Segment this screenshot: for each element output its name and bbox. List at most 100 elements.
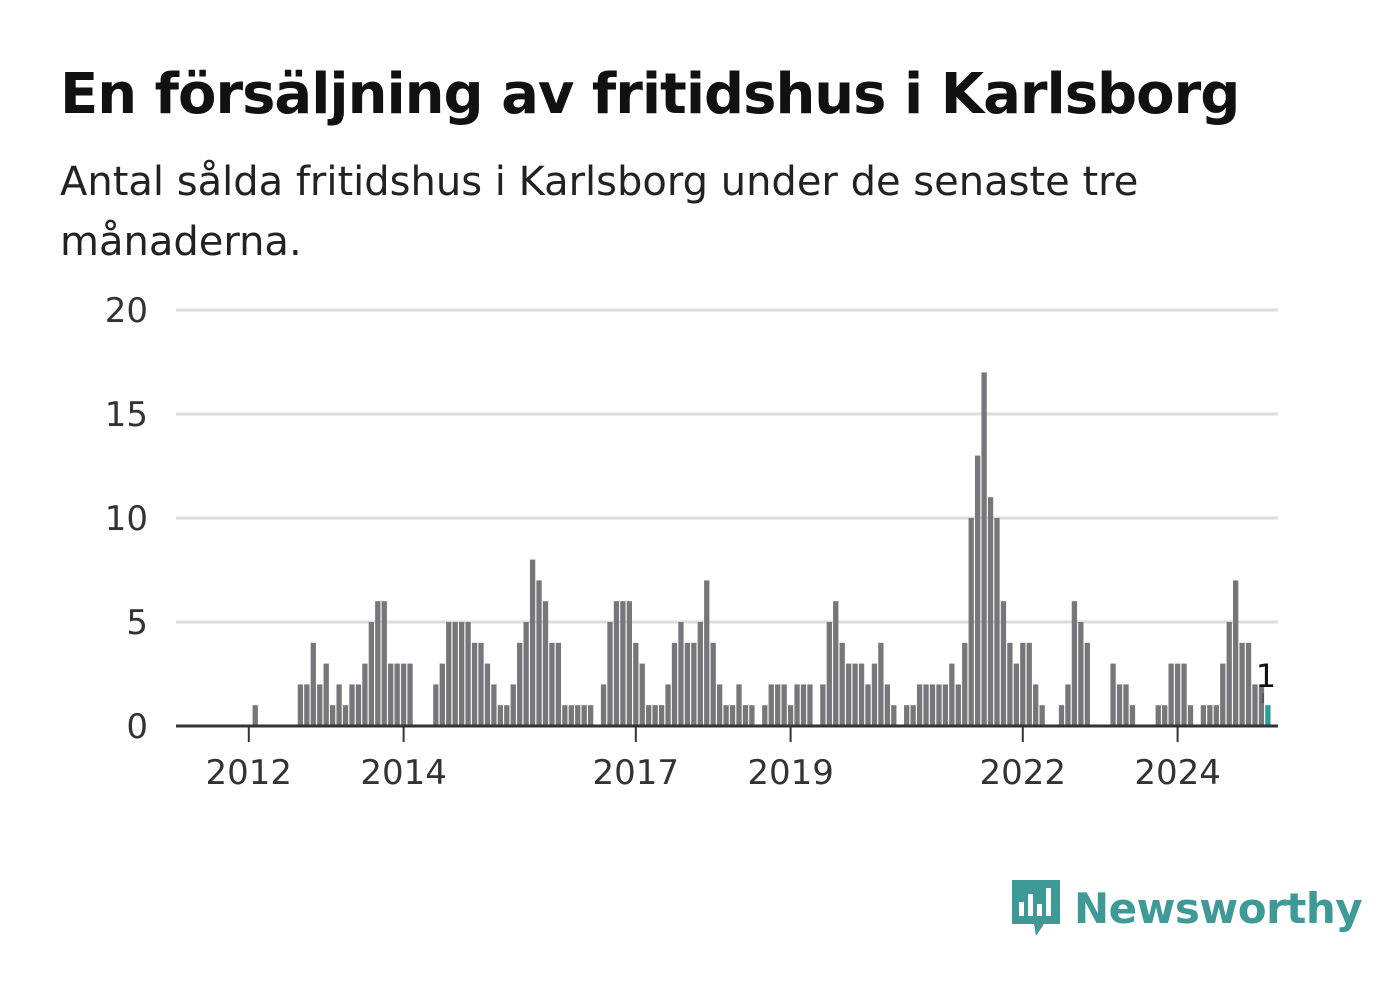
bar xyxy=(1200,705,1207,726)
bar xyxy=(1026,642,1032,726)
bar xyxy=(1110,663,1116,726)
bar xyxy=(1162,705,1168,726)
bar xyxy=(620,601,626,726)
bar xyxy=(491,684,497,726)
chart-subtitle: Antal sålda fritidshus i Karlsborg under… xyxy=(60,159,1139,265)
bar xyxy=(330,705,336,726)
bar xyxy=(394,663,400,726)
bar xyxy=(968,518,974,726)
bar xyxy=(555,642,562,726)
bar xyxy=(1245,642,1252,726)
bar xyxy=(994,518,1000,726)
bar xyxy=(704,580,710,726)
bar xyxy=(775,684,781,726)
bar xyxy=(858,663,865,726)
bar xyxy=(529,559,536,726)
chart-title: En försäljning av fritidshus i Karlsborg xyxy=(60,62,1240,127)
x-tick-label: 2019 xyxy=(747,753,834,793)
bar xyxy=(1187,705,1194,726)
bar xyxy=(1033,684,1039,726)
bars xyxy=(252,372,1271,726)
bar xyxy=(975,455,981,726)
bar xyxy=(717,684,723,726)
bar xyxy=(942,684,949,726)
bar xyxy=(1065,684,1071,726)
y-tick-label: 0 xyxy=(126,707,148,747)
bar xyxy=(671,642,678,726)
bar xyxy=(439,663,445,726)
bar xyxy=(800,684,807,726)
bar xyxy=(349,684,355,726)
bar xyxy=(904,705,910,726)
bar xyxy=(1071,601,1078,726)
y-tick-label: 20 xyxy=(105,291,148,331)
bar xyxy=(678,622,684,726)
bar xyxy=(1252,684,1258,726)
bar xyxy=(549,642,555,726)
bar xyxy=(607,622,613,726)
bar xyxy=(949,663,955,726)
bar xyxy=(1213,705,1219,726)
bar xyxy=(452,622,458,726)
bar xyxy=(1233,580,1239,726)
bar xyxy=(1116,684,1123,726)
bar xyxy=(484,663,491,726)
newsworthy-logo: Newsworthy xyxy=(1010,878,1363,938)
bar xyxy=(459,622,465,726)
bar xyxy=(762,705,768,726)
bar xyxy=(1258,684,1265,726)
y-tick-label: 10 xyxy=(105,499,148,539)
bar xyxy=(820,684,826,726)
bar xyxy=(252,705,258,726)
bar xyxy=(388,663,394,726)
bar xyxy=(652,705,658,726)
bar xyxy=(504,705,510,726)
bar xyxy=(568,705,574,726)
bar xyxy=(768,684,774,726)
bar xyxy=(1129,705,1136,726)
bar xyxy=(362,663,368,726)
bar xyxy=(297,684,304,726)
bar xyxy=(639,663,645,726)
bar xyxy=(381,601,387,726)
bar xyxy=(375,601,381,726)
bar xyxy=(400,663,407,726)
bar xyxy=(1181,663,1187,726)
bar xyxy=(665,684,671,726)
bar xyxy=(1123,684,1129,726)
bar xyxy=(929,684,936,726)
tick-labels: 0 5 10 15 20 1 2012 2014 2017 2019 2022 2024 xyxy=(105,291,1276,793)
bar xyxy=(317,684,323,726)
bar xyxy=(1226,622,1232,726)
bar xyxy=(697,622,703,726)
bar xyxy=(736,684,742,726)
brand-name: Newsworthy xyxy=(1074,883,1363,933)
bar xyxy=(471,642,478,726)
bar xyxy=(742,705,749,726)
x-tick-label: 2024 xyxy=(1134,753,1221,793)
gridlines xyxy=(176,308,1278,624)
bar xyxy=(575,705,581,726)
bar xyxy=(884,684,890,726)
bar xyxy=(1013,663,1019,726)
bar xyxy=(865,684,871,726)
bar xyxy=(478,642,484,726)
bar xyxy=(839,642,845,726)
bar xyxy=(891,705,897,726)
bar xyxy=(833,601,839,726)
bar xyxy=(981,372,987,726)
bar xyxy=(355,684,362,726)
bar xyxy=(646,705,652,726)
bar xyxy=(1174,663,1181,726)
bar xyxy=(807,684,813,726)
bar xyxy=(1078,622,1084,726)
highlighted-bar xyxy=(1265,705,1271,726)
bar xyxy=(633,642,639,726)
bar xyxy=(1007,642,1013,726)
x-tick-label: 2022 xyxy=(980,753,1067,793)
bar xyxy=(613,601,620,726)
highlight-value-label: 1 xyxy=(1256,657,1276,695)
bar xyxy=(310,642,316,726)
x-tick-label: 2014 xyxy=(360,753,447,793)
